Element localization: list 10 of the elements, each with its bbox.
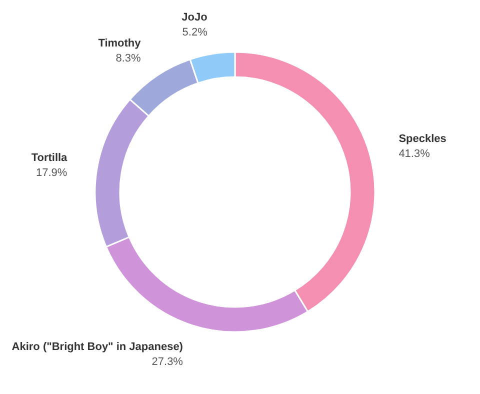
- slice-label: Akiro ("Bright Boy" in Japanese): [12, 340, 184, 353]
- slice-label: JoJo: [182, 11, 208, 24]
- data-label: 41.3%: [398, 148, 430, 160]
- data-label: 17.9%: [36, 166, 68, 179]
- data-label: 8.3%: [116, 52, 141, 64]
- slice-label: Timothy: [98, 38, 142, 50]
- data-label: 5.2%: [182, 26, 208, 38]
- slice-label: Speckles: [398, 133, 446, 146]
- slice-label: Tortilla: [31, 152, 68, 164]
- data-label: 27.3%: [152, 356, 184, 368]
